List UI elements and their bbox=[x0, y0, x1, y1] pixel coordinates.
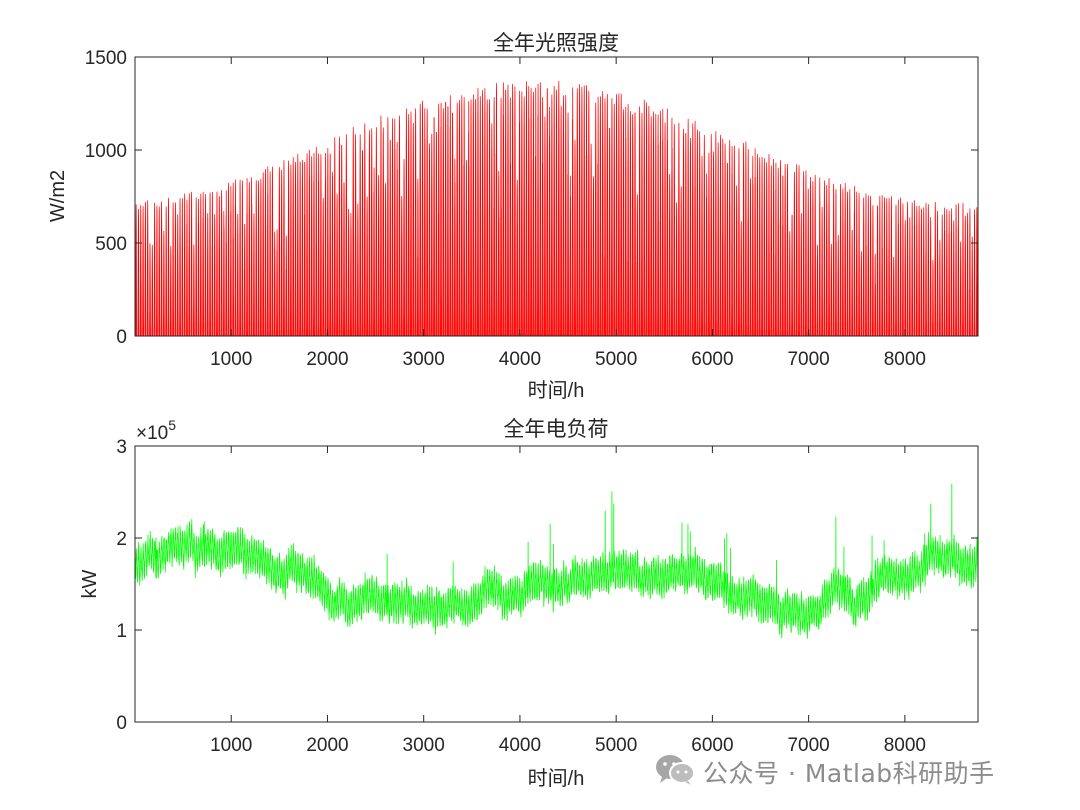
load-ylabel: kW bbox=[79, 569, 101, 598]
load-xlabel: 时间/h bbox=[528, 767, 585, 790]
load-chart: 全年电负荷 1000 2000 3000 4000 5000 6000 7000 8000 0… bbox=[79, 417, 979, 790]
x-tick-label: 6000 bbox=[691, 349, 733, 370]
wechat-icon bbox=[656, 755, 695, 785]
load-exponent-base: ×10 bbox=[136, 423, 168, 444]
x-tick-label: 4000 bbox=[499, 349, 541, 370]
x-tick-label: 2000 bbox=[306, 735, 348, 756]
y-tick-label: 1500 bbox=[85, 48, 127, 69]
load-line bbox=[134, 483, 979, 639]
x-tick-label: 1000 bbox=[210, 349, 252, 370]
x-tick-label: 2000 bbox=[306, 349, 348, 370]
y-tick-label: 0 bbox=[116, 713, 127, 734]
x-tick-label: 6000 bbox=[691, 735, 733, 756]
load-exponent-label: ×105 bbox=[136, 417, 176, 444]
irradiance-ylabel: W/m2 bbox=[47, 170, 69, 222]
y-tick-label: 1000 bbox=[85, 141, 127, 162]
load-exponent-power: 5 bbox=[168, 417, 176, 433]
load-series bbox=[134, 483, 979, 639]
watermark-text: 公众号 · Matlab科研助手 bbox=[703, 759, 995, 788]
irradiance-axes-box bbox=[134, 56, 979, 337]
x-tick-label: 8000 bbox=[884, 735, 926, 756]
x-tick-label: 3000 bbox=[403, 349, 445, 370]
x-tick-label: 7000 bbox=[787, 735, 829, 756]
x-tick-label: 1000 bbox=[210, 735, 252, 756]
x-tick-label: 8000 bbox=[884, 349, 926, 370]
x-tick-label: 5000 bbox=[595, 349, 637, 370]
y-tick-label: 0 bbox=[116, 327, 127, 348]
irradiance-line bbox=[135, 80, 978, 337]
load-title: 全年电负荷 bbox=[504, 418, 609, 441]
y-tick-label: 500 bbox=[95, 234, 127, 255]
x-tick-label: 4000 bbox=[499, 735, 541, 756]
x-tick-label: 7000 bbox=[787, 349, 829, 370]
x-tick-label: 3000 bbox=[403, 735, 445, 756]
load-x-ticks: 1000 2000 3000 4000 5000 6000 7000 8000 bbox=[210, 446, 926, 756]
x-tick-label: 5000 bbox=[595, 735, 637, 756]
irradiance-xlabel: 时间/h bbox=[528, 379, 585, 402]
irradiance-x-ticks: 1000 2000 3000 4000 5000 6000 7000 8000 bbox=[210, 57, 926, 370]
y-tick-label: 1 bbox=[116, 621, 127, 642]
y-tick-label: 3 bbox=[116, 437, 127, 458]
irradiance-series bbox=[135, 80, 978, 337]
irradiance-y-ticks: 0 500 1000 1500 bbox=[85, 48, 978, 348]
load-y-ticks: 0 1 2 3 bbox=[116, 437, 978, 734]
y-tick-label: 2 bbox=[116, 529, 127, 550]
load-axes-box bbox=[134, 445, 979, 723]
irradiance-chart: 全年光照强度 1000 2000 3000 4000 5000 6000 7000 8000 … bbox=[47, 32, 979, 402]
irradiance-title: 全年光照强度 bbox=[493, 32, 619, 55]
